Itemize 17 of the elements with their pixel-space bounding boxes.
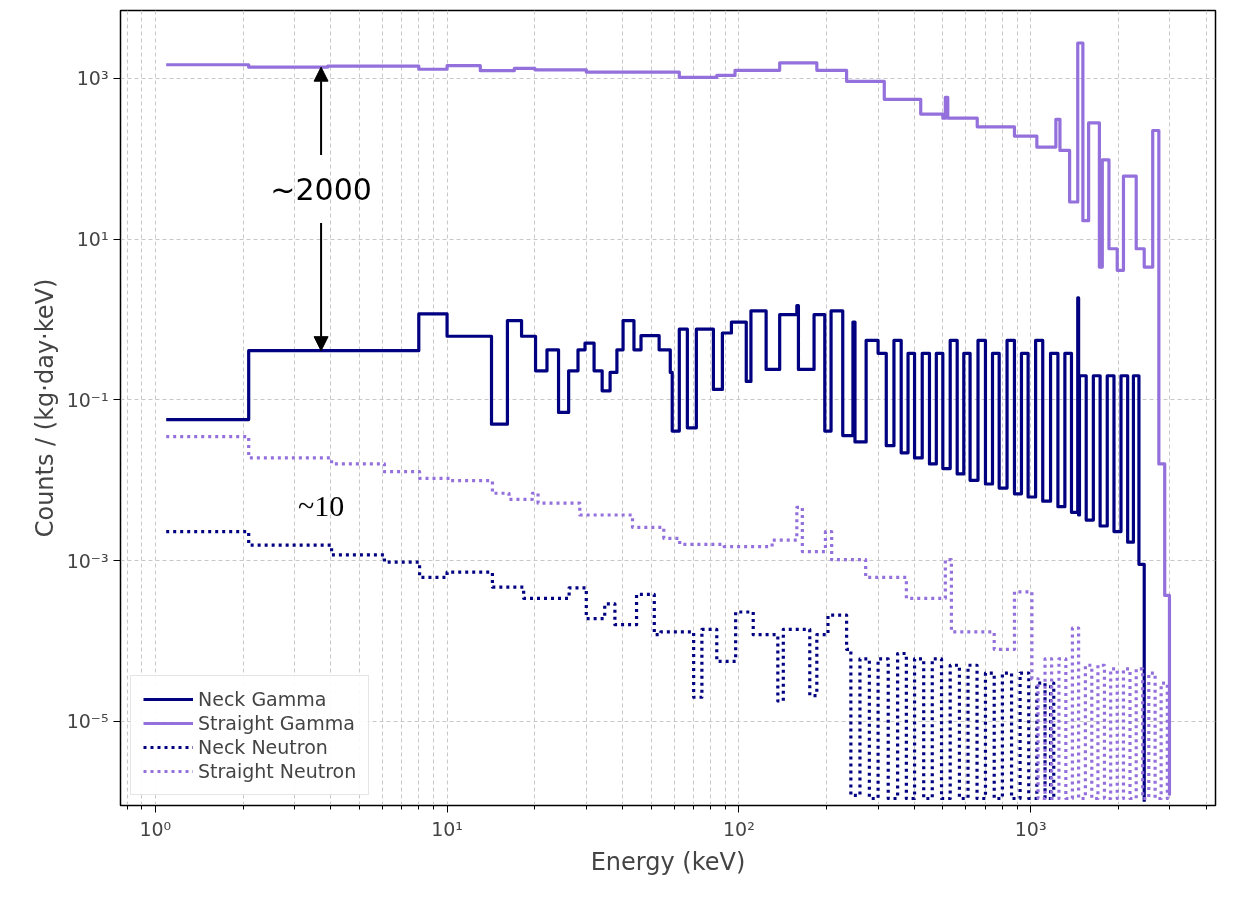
- legend-label: Neck Gamma: [198, 688, 327, 710]
- y-tick-label: 10³: [76, 67, 109, 90]
- y-axis-title: Counts / (kg·day·keV): [30, 278, 59, 538]
- legend-label: Neck Neutron: [198, 736, 328, 758]
- x-tick-label: 10⁰: [139, 817, 172, 840]
- y-tick-label: 10⁻¹: [66, 388, 109, 411]
- y-tick-label: 10⁻³: [66, 549, 109, 572]
- legend-label: Straight Gamma: [198, 712, 355, 734]
- y-tick-label: 10⁻⁵: [66, 710, 109, 733]
- annotation: ~10: [297, 488, 345, 522]
- y-tick-label: 10¹: [76, 228, 109, 251]
- x-axis-title: Energy (keV): [590, 847, 746, 876]
- x-tick-label: 10¹: [431, 817, 463, 840]
- x-tick-label: 10²: [722, 817, 755, 840]
- annotation: ~2000: [270, 171, 372, 207]
- x-tick-label: 10³: [1014, 817, 1047, 840]
- legend-label: Straight Neutron: [198, 760, 357, 782]
